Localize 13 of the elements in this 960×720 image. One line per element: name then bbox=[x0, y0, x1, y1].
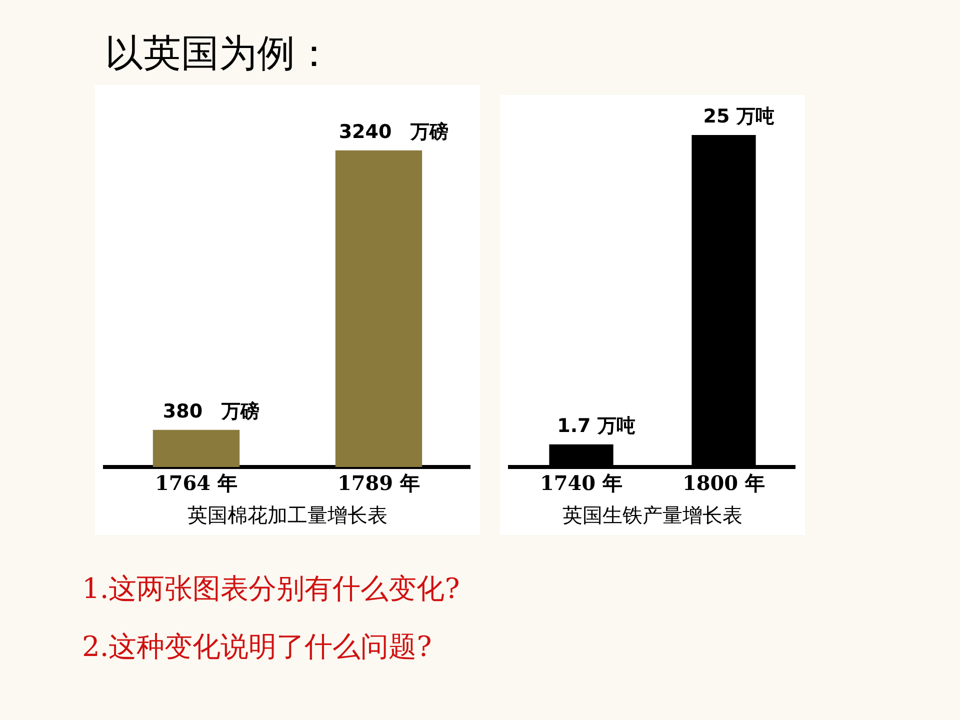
data-label: 3240 万磅 bbox=[338, 120, 449, 143]
data-label: 380 万磅 bbox=[162, 400, 260, 422]
x-tick-label: 1764 年 bbox=[154, 471, 238, 496]
text: 2.这种变化说明了什么问题? bbox=[82, 629, 433, 665]
data-label: 25 万吨 bbox=[703, 105, 774, 128]
text: 以英国为例： bbox=[105, 30, 333, 77]
x-tick-label: 1789 年 bbox=[337, 471, 420, 496]
x-tick-label: 1740 年 bbox=[540, 471, 623, 496]
text: 英国棉花加工量增长表 bbox=[188, 503, 388, 528]
text: 1.这两张图表分别有什么变化? bbox=[82, 571, 460, 607]
x-tick-label: 1800 年 bbox=[682, 471, 766, 496]
text: 英国生铁产量增长表 bbox=[562, 503, 742, 528]
data-label: 1.7 万吨 bbox=[557, 414, 636, 437]
